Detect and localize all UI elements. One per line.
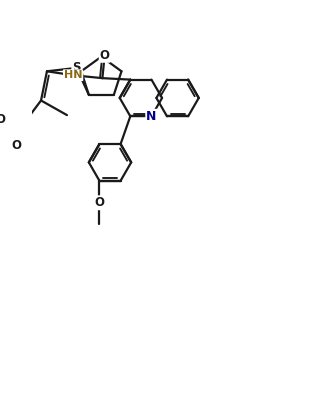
Text: S: S [72,61,81,74]
Text: N: N [146,110,157,123]
Text: O: O [12,140,22,153]
Text: HN: HN [64,70,82,80]
Text: O: O [95,196,104,209]
Text: O: O [100,49,110,62]
Text: O: O [0,113,5,126]
